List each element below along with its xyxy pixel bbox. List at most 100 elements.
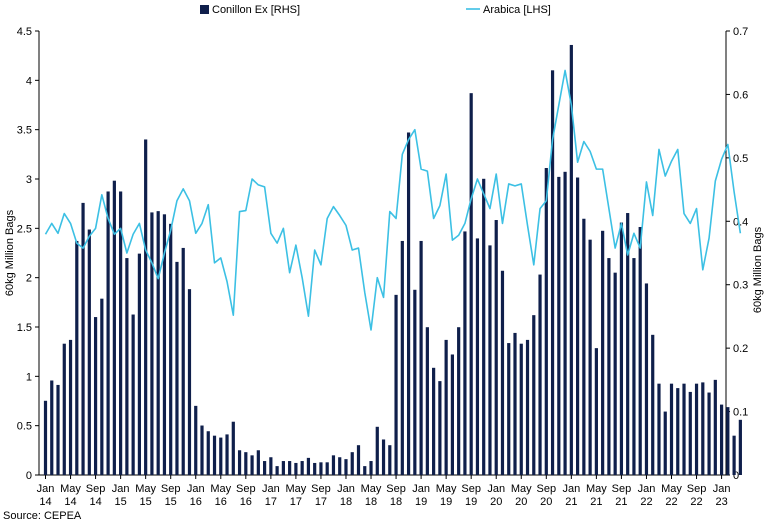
x-tick-month: May [661,483,682,495]
left-tick-label: 0.5 [17,421,32,433]
x-tick-year: 16 [215,496,227,508]
bar-conillon [519,343,523,475]
x-tick-month: Jan [562,483,580,495]
bar-conillon [112,180,116,476]
bar-conillon [701,382,705,475]
bar-conillon [444,339,448,475]
bar-conillon [131,314,135,475]
line-arabica [44,69,742,331]
x-tick-year: 17 [290,496,302,508]
x-tick-month: May [210,483,231,495]
bar-conillon [68,339,73,475]
bar-conillon [413,289,417,475]
bar-conillon [56,384,60,475]
bar-conillon [450,354,454,475]
bar-conillon [175,261,179,475]
right-tick-label: 0.3 [733,280,748,292]
bar-conillon [500,270,505,475]
bar-conillon [513,332,517,475]
left-tick-label: 2.5 [17,223,32,235]
x-tick-month: Jan [187,483,205,495]
bar-conillon [388,445,392,475]
x-tick-month: Sep [236,483,256,495]
x-tick-month: Sep [687,483,707,495]
bar-conillon [626,213,630,476]
x-tick-month: Sep [86,483,106,495]
x-tick-month: Jan [37,483,55,495]
bar-conillon [212,435,217,475]
left-axis-ticks: 0 0.5 1 1.5 2 2.5 3 3.5 4 4.5 [17,26,39,482]
bar-conillon [544,168,548,475]
bar-conillon [281,461,285,475]
x-tick-year: 22 [665,496,677,508]
x-tick-month: May [135,483,156,495]
bar-conillon [219,437,223,475]
bar-conillon [81,202,85,476]
x-tick-month: May [586,483,607,495]
bar-conillon [137,253,141,475]
bar-conillon [50,380,54,475]
bar-conillon [275,466,279,475]
bar-conillon [688,391,692,475]
bar-series-conillon [43,44,742,476]
bar-conillon [350,452,354,475]
right-tick-label: 0.2 [733,343,748,355]
bar-conillon [294,462,298,475]
bar-conillon [619,222,624,475]
bar-conillon [663,411,667,475]
bar-conillon [187,289,192,475]
x-tick-month: Jan [487,483,505,495]
bar-conillon [601,230,605,475]
bar-conillon [644,283,649,475]
bar-conillon [419,240,423,475]
x-tick-year: 21 [615,496,627,508]
bar-conillon [432,367,436,475]
bar-conillon [457,327,461,475]
right-tick-label: 0.1 [733,407,748,419]
right-tick-label: 0.6 [733,89,748,101]
bar-conillon [331,455,336,475]
x-tick-month: May [361,483,382,495]
bar-conillon [482,178,486,475]
bar-conillon [363,466,367,475]
bar-conillon [406,132,411,475]
x-tick-year: 17 [265,496,277,508]
bar-conillon [488,245,492,475]
bar-conillon [394,294,398,475]
line-series-arabica [44,69,742,331]
left-tick-label: 4.5 [17,26,32,38]
x-tick-month: Sep [612,483,632,495]
x-tick-year: 20 [540,496,552,508]
left-tick-label: 2 [26,273,32,285]
left-tick-label: 3 [26,174,32,186]
x-tick-month: Jan [112,483,130,495]
bar-conillon [250,455,254,475]
right-tick-label: 0.4 [733,216,748,228]
bar-conillon [162,214,167,475]
bar-conillon [607,258,611,475]
right-tick-label: 0.7 [733,26,748,38]
bar-conillon [632,258,636,475]
bar-conillon [588,239,592,475]
bar-conillon [707,392,711,475]
bar-conillon [613,272,617,475]
x-tick-year: 19 [415,496,427,508]
bar-conillon [288,461,292,475]
left-tick-label: 1 [26,371,32,383]
bar-conillon [369,461,373,475]
bar-conillon [306,457,311,475]
bar-conillon [75,240,79,475]
bar-conillon [657,383,661,475]
bar-conillon [400,240,404,475]
x-tick-year: 21 [565,496,577,508]
bar-conillon [237,450,242,475]
bar-conillon [119,191,123,475]
bar-conillon [494,220,498,475]
x-axis-ticks: Jan14May14Sep14Jan15May15Sep15Jan16May16… [37,475,730,508]
x-tick-month: Sep [461,483,481,495]
bar-conillon [100,298,104,475]
x-tick-year: 20 [515,496,527,508]
x-tick-month: Sep [537,483,557,495]
bar-conillon [563,171,567,475]
bar-conillon [381,439,386,475]
